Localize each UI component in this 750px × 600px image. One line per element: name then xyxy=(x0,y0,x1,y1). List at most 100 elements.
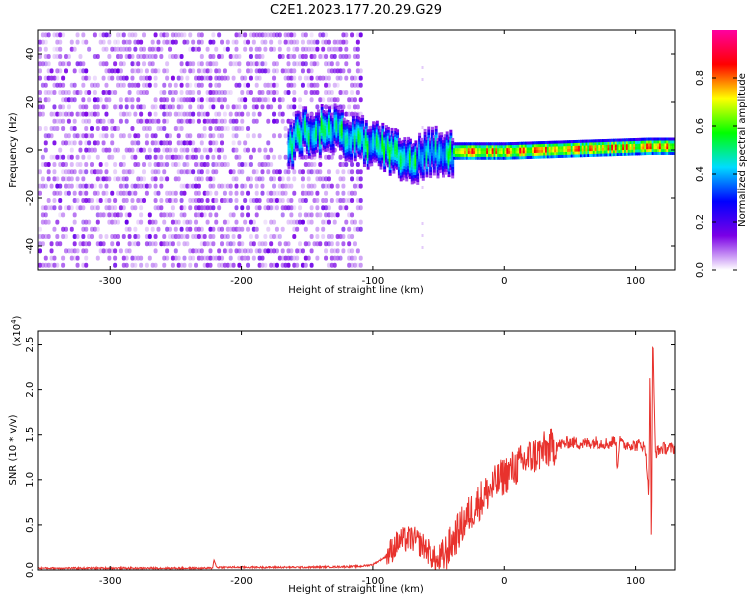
heatmap-cell xyxy=(311,116,315,120)
heatmap-cell xyxy=(329,248,334,254)
heatmap-cell xyxy=(414,154,418,158)
heatmap-cell xyxy=(72,212,77,218)
heatmap-cell xyxy=(136,147,141,153)
heatmap-cell xyxy=(467,153,471,157)
heatmap-cell xyxy=(78,241,83,247)
heatmap-cell xyxy=(208,75,213,81)
heatmap-cell xyxy=(432,149,436,153)
heatmap-cell xyxy=(548,152,552,156)
heatmap-cell xyxy=(324,145,328,149)
heatmap-cell xyxy=(248,46,253,52)
heatmap-cell xyxy=(251,219,256,225)
heatmap-cell xyxy=(55,32,60,38)
heatmap-cell xyxy=(526,150,530,154)
heatmap-cell xyxy=(416,155,420,159)
heatmap-cell xyxy=(326,68,331,74)
heatmap-cell xyxy=(287,134,291,138)
heatmap-cell xyxy=(300,124,304,128)
heatmap-cell xyxy=(333,129,337,133)
heatmap-cell xyxy=(240,226,245,232)
heatmap-cell xyxy=(399,166,403,170)
heatmap-cell xyxy=(234,190,239,196)
heatmap-cell xyxy=(243,140,248,146)
heatmap-cell xyxy=(407,159,411,163)
heatmap-cell xyxy=(366,140,370,144)
heatmap-cell xyxy=(519,147,523,151)
heatmap-cell xyxy=(357,151,361,155)
heatmap-cell xyxy=(491,148,495,152)
heatmap-cell xyxy=(302,114,306,118)
heatmap-cell xyxy=(493,150,497,154)
heatmap-cell xyxy=(322,118,326,122)
heatmap-cell xyxy=(222,75,227,81)
heatmap-cell xyxy=(372,150,376,154)
heatmap-cell xyxy=(300,190,305,196)
heatmap-cell xyxy=(304,140,308,144)
heatmap-cell xyxy=(133,205,138,211)
heatmap-cell xyxy=(113,68,118,74)
heatmap-cell xyxy=(234,248,239,254)
heatmap-cell xyxy=(211,198,216,203)
heatmap-cell xyxy=(61,162,66,167)
heatmap-cell xyxy=(257,46,262,52)
heatmap-cell xyxy=(340,126,344,130)
heatmap-cell xyxy=(638,140,642,144)
heatmap-cell xyxy=(533,155,537,159)
heatmap-cell xyxy=(147,183,152,189)
heatmap-cell xyxy=(130,68,135,74)
heatmap-cell xyxy=(234,183,239,189)
heatmap-cell xyxy=(326,113,330,117)
heatmap-cell xyxy=(116,104,121,110)
heatmap-cell xyxy=(46,90,51,95)
heatmap-cell xyxy=(324,122,328,126)
heatmap-cell xyxy=(231,147,236,153)
heatmap-cell xyxy=(464,156,468,160)
heatmap-cell xyxy=(257,162,262,167)
heatmap-cell xyxy=(292,234,297,239)
heatmap-cell xyxy=(153,140,158,146)
heatmap-cell xyxy=(220,262,225,268)
y-tick-label: 0 xyxy=(25,147,36,153)
heatmap-cell xyxy=(524,144,528,148)
heatmap-cell xyxy=(340,138,344,142)
heatmap-cell xyxy=(110,234,115,239)
heatmap-cell xyxy=(130,241,135,247)
heatmap-cell xyxy=(456,156,460,160)
snr-y-ticks: 0.00.51.01.52.02.5 xyxy=(25,337,675,578)
heatmap-cell xyxy=(121,61,126,67)
heatmap-cell xyxy=(311,139,315,143)
heatmap-cell xyxy=(386,126,390,130)
heatmap-cell xyxy=(401,145,405,149)
heatmap-cell xyxy=(350,176,355,182)
heatmap-cell xyxy=(61,226,66,232)
heatmap-cell xyxy=(214,118,219,124)
heatmap-cell xyxy=(568,148,572,152)
heatmap-cell xyxy=(266,226,271,232)
heatmap-cell xyxy=(124,46,129,52)
heatmap-cell xyxy=(358,205,363,211)
heatmap-cell xyxy=(383,143,387,147)
heatmap-cell xyxy=(199,248,204,254)
heatmap-cell xyxy=(170,219,175,225)
heatmap-cell xyxy=(95,198,100,203)
heatmap-cell xyxy=(110,248,115,254)
heatmap-cell xyxy=(133,39,138,45)
heatmap-cell xyxy=(366,149,370,153)
heatmap-cell xyxy=(332,212,337,218)
heatmap-cell xyxy=(104,162,109,167)
heatmap-cell xyxy=(320,135,324,139)
heatmap-cell xyxy=(447,145,451,149)
heatmap-cell xyxy=(49,68,54,74)
heatmap-cell xyxy=(196,190,201,196)
heatmap-cell xyxy=(320,121,324,125)
heatmap-cell xyxy=(600,153,604,157)
heatmap-cell xyxy=(454,148,458,152)
heatmap-cell xyxy=(350,156,354,160)
heatmap-cell xyxy=(292,176,297,182)
heatmap-cell xyxy=(331,146,335,150)
heatmap-cell xyxy=(307,152,311,156)
heatmap-cell xyxy=(419,175,423,179)
heatmap-cell xyxy=(214,270,218,275)
heatmap-cell xyxy=(462,142,466,146)
heatmap-cell xyxy=(673,146,675,150)
